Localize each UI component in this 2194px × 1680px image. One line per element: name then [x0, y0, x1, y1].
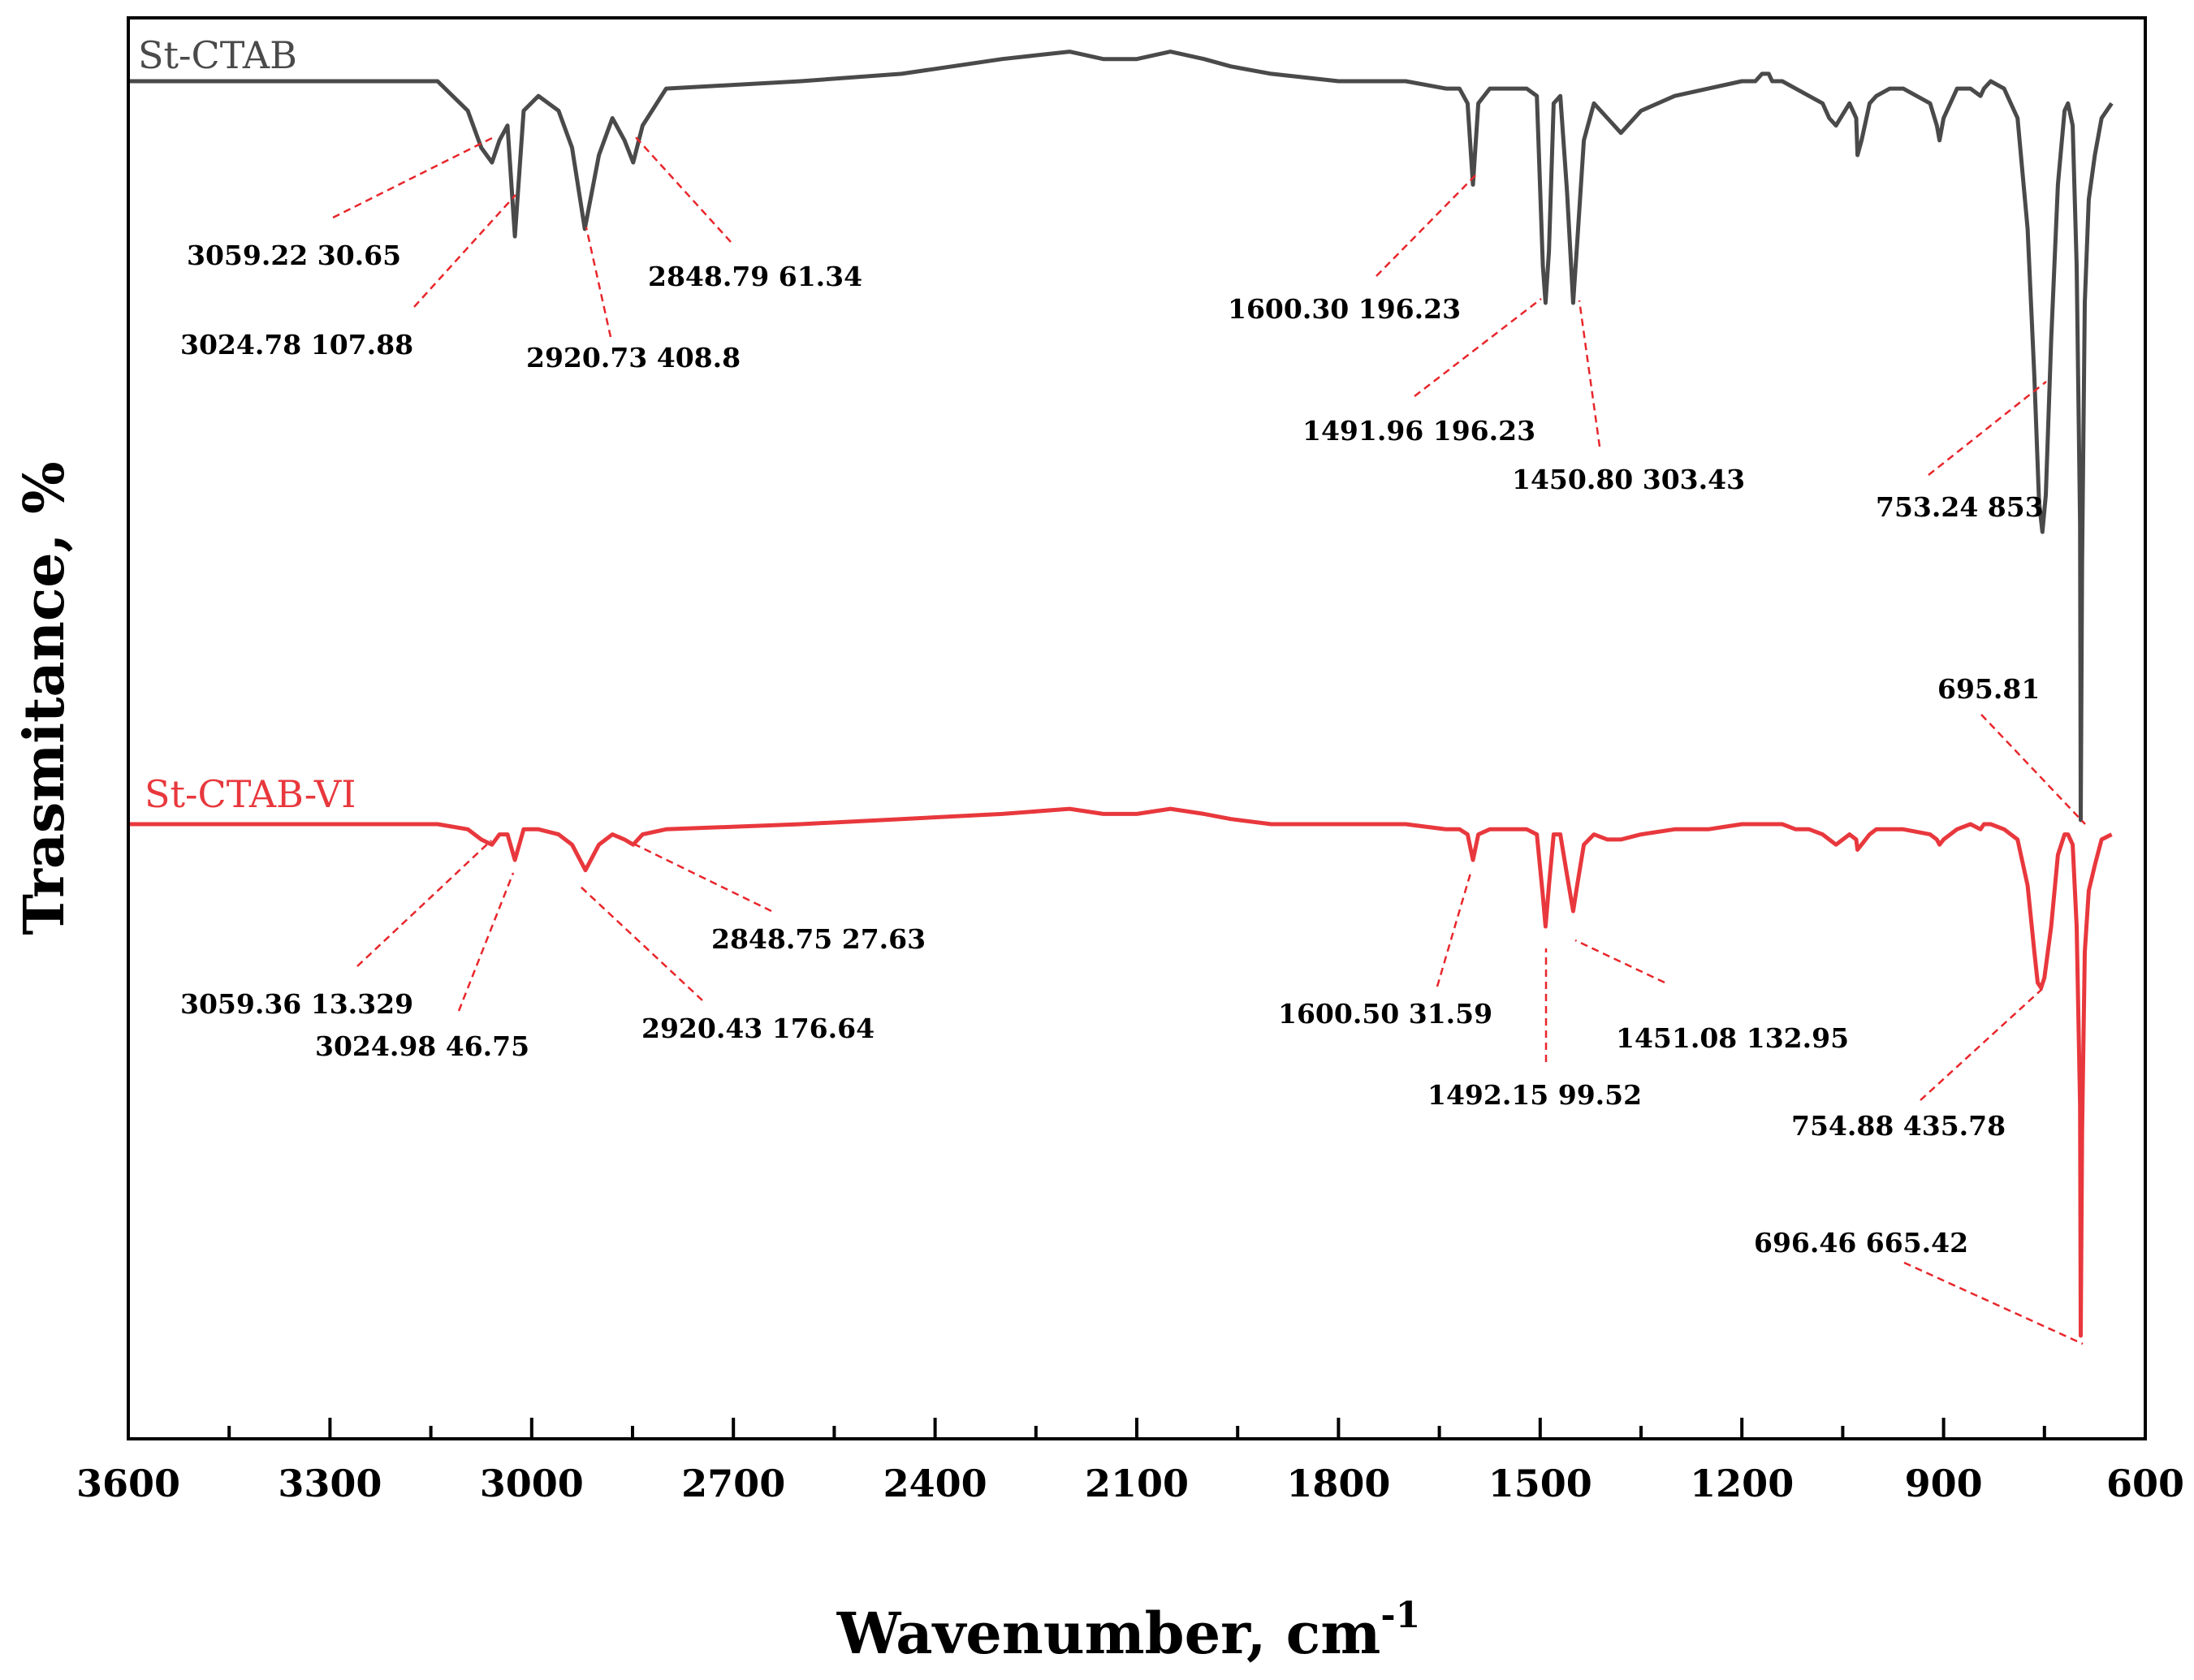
plot-frame	[127, 16, 2147, 1440]
peak-annotation: 1491.96 196.23	[1302, 415, 1535, 447]
annotation-leader	[332, 135, 496, 219]
x-axis-title: Wavenumber, cm-1	[836, 1595, 1421, 1667]
x-tick-label: 2400	[883, 1462, 987, 1505]
annotation-leader	[1414, 298, 1542, 397]
peak-annotation: 754.88 435.78	[1791, 1110, 2006, 1142]
annotation-leader	[356, 840, 492, 967]
series-line-st-ctab	[130, 50, 2114, 823]
peak-annotation: 696.46 665.42	[1754, 1227, 1968, 1259]
annotation-leader	[634, 843, 772, 913]
annotation-leader	[1903, 1261, 2084, 1345]
y-axis-title: Trasmitance, %	[12, 461, 77, 935]
annotation-layer: 3059.22 30.65 3024.78 107.88 2920.73 408.8…	[180, 135, 2086, 1345]
peak-annotation: 3024.98 46.75	[315, 1030, 529, 1062]
annotation-leader	[634, 136, 732, 243]
series-layer	[130, 50, 2114, 1338]
peak-annotation: 1600.50 31.59	[1278, 998, 1492, 1030]
x-tick-label: 2100	[1085, 1462, 1189, 1505]
peak-annotation: 1492.15 99.52	[1427, 1079, 1642, 1111]
peak-annotation: 2848.79 61.34	[648, 261, 862, 292]
annotation-leader	[1578, 300, 1601, 447]
x-tick-label: 1200	[1690, 1462, 1794, 1505]
x-tick-label: 3000	[480, 1462, 584, 1505]
x-axis-ticks: 3600 3300 3000 2700 2400 2100 1800 1500 1200 900 6…	[76, 1418, 2184, 1505]
peak-annotation: 695.81	[1937, 673, 2040, 705]
annotation-leader	[1920, 988, 2043, 1101]
peak-annotation: 2848.75 27.63	[711, 923, 926, 955]
annotation-leader	[580, 886, 703, 1001]
x-axis-title-superscript: -1	[1380, 1595, 1420, 1636]
x-tick-label: 3300	[278, 1462, 382, 1505]
annotation-leader	[1436, 870, 1473, 987]
annotation-leader	[413, 194, 516, 308]
x-tick-label: 1800	[1286, 1462, 1390, 1505]
peak-annotation: 753.24 853	[1876, 491, 2044, 523]
x-tick-label: 600	[2106, 1462, 2184, 1505]
annotation-leader	[1376, 174, 1477, 277]
peak-annotation: 3059.22 30.65	[187, 240, 401, 271]
x-tick-label: 3600	[76, 1462, 180, 1505]
x-tick-label: 2700	[681, 1462, 785, 1505]
annotation-leader	[1928, 381, 2047, 476]
series-label-st-ctab: St-CTAB	[138, 33, 297, 77]
annotation-leader	[585, 227, 612, 338]
annotation-leader	[1980, 714, 2086, 825]
peak-annotation: 3024.78 107.88	[180, 329, 413, 361]
x-axis-title-main: Wavenumber, cm	[836, 1600, 1381, 1667]
x-tick-label: 1500	[1488, 1462, 1592, 1505]
peak-annotation: 2920.73 408.8	[526, 342, 741, 374]
series-label-st-ctab-vi: St-CTAB-VI	[145, 772, 356, 816]
peak-annotation: 3059.36 13.329	[180, 988, 413, 1020]
annotation-leader	[1574, 939, 1665, 984]
annotation-leader	[457, 872, 515, 1012]
peak-annotation: 1450.80 303.43	[1512, 464, 1745, 495]
series-line-st-ctab-vi	[130, 806, 2113, 1338]
peak-annotation: 1451.08 132.95	[1616, 1022, 1849, 1054]
peak-annotation: 2920.43 176.64	[641, 1013, 875, 1044]
peak-annotation: 1600.30 196.23	[1228, 293, 1461, 325]
x-tick-label: 900	[1905, 1462, 1983, 1505]
